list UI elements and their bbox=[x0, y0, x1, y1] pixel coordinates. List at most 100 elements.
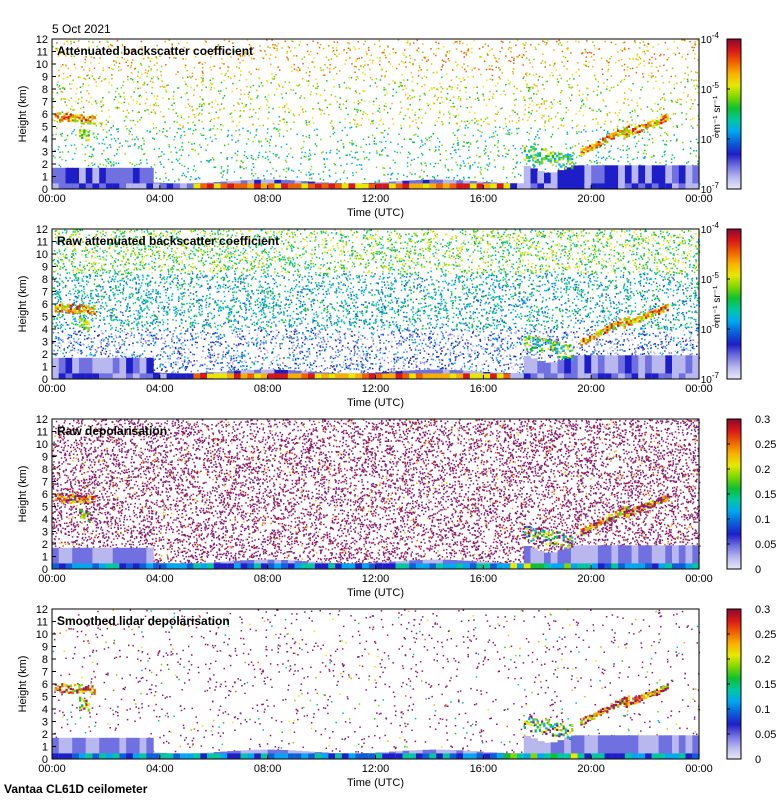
speckle-pixel bbox=[194, 170, 197, 172]
speckle-pixel bbox=[650, 65, 653, 68]
speckle-pixel bbox=[338, 106, 340, 108]
speckle-pixel bbox=[172, 95, 175, 97]
speckle-pixel bbox=[445, 61, 447, 63]
speckle-pixel bbox=[292, 170, 295, 172]
speckle-pixel bbox=[96, 137, 98, 140]
speckle-pixel bbox=[61, 87, 64, 89]
speckle-pixel bbox=[273, 177, 275, 179]
speckle-pixel bbox=[95, 81, 97, 83]
speckle-pixel bbox=[539, 128, 541, 130]
speckle-pixel bbox=[140, 145, 143, 147]
speckle-pixel bbox=[586, 52, 589, 54]
speckle-pixel bbox=[278, 132, 281, 135]
speckle-pixel bbox=[617, 114, 619, 117]
speckle-pixel bbox=[93, 283, 96, 285]
speckle-pixel bbox=[335, 181, 337, 184]
speckle-pixel bbox=[116, 128, 118, 131]
speckle-pixel bbox=[420, 169, 423, 171]
speckle-pixel bbox=[238, 129, 240, 131]
layer-pixel bbox=[566, 160, 570, 163]
y-tick-label: 0 bbox=[42, 184, 48, 196]
speckle-pixel bbox=[315, 78, 317, 80]
speckle-pixel bbox=[220, 129, 223, 131]
speckle-pixel bbox=[380, 118, 382, 121]
speckle-pixel bbox=[507, 48, 510, 51]
layer-pixel bbox=[76, 115, 79, 118]
layer-pixel bbox=[638, 130, 641, 133]
speckle-pixel bbox=[525, 41, 527, 44]
speckle-pixel bbox=[627, 281, 629, 283]
speckle-pixel bbox=[202, 74, 204, 77]
speckle-pixel bbox=[467, 141, 470, 144]
speckle-pixel bbox=[234, 301, 236, 303]
bl-surface bbox=[58, 183, 66, 189]
speckle-pixel bbox=[690, 282, 692, 284]
speckle-pixel bbox=[696, 84, 698, 87]
speckle-pixel bbox=[65, 138, 68, 141]
speckle-pixel bbox=[252, 123, 254, 126]
speckle-pixel bbox=[306, 80, 308, 82]
speckle-pixel bbox=[676, 82, 678, 85]
speckle-pixel bbox=[468, 122, 471, 124]
speckle-pixel bbox=[603, 100, 605, 102]
speckle-pixel bbox=[215, 53, 217, 56]
speckle-pixel bbox=[291, 169, 293, 172]
speckle-pixel bbox=[334, 53, 336, 56]
speckle-pixel bbox=[118, 69, 120, 72]
speckle-pixel bbox=[253, 52, 255, 54]
speckle-pixel bbox=[220, 103, 223, 105]
speckle-pixel bbox=[171, 43, 173, 45]
speckle-pixel bbox=[484, 262, 487, 264]
speckle-pixel bbox=[628, 58, 631, 60]
speckle-pixel bbox=[201, 103, 203, 106]
speckle-pixel bbox=[126, 331, 129, 334]
speckle-pixel bbox=[313, 66, 316, 68]
speckle-pixel bbox=[150, 237, 153, 240]
speckle-pixel bbox=[100, 106, 103, 108]
speckle-pixel bbox=[544, 61, 547, 64]
speckle-pixel bbox=[497, 154, 499, 157]
speckle-pixel bbox=[421, 278, 424, 280]
bl-surface bbox=[247, 183, 255, 189]
speckle-pixel bbox=[409, 42, 411, 45]
speckle-pixel bbox=[278, 258, 281, 260]
speckle-pixel bbox=[417, 47, 420, 49]
speckle-pixel bbox=[552, 74, 554, 77]
speckle-pixel bbox=[77, 40, 80, 42]
speckle-pixel bbox=[387, 45, 389, 47]
speckle-pixel bbox=[661, 236, 663, 238]
speckle-pixel bbox=[363, 43, 365, 46]
speckle-pixel bbox=[320, 113, 322, 115]
speckle-pixel bbox=[542, 230, 545, 233]
speckle-pixel bbox=[184, 80, 186, 83]
speckle-pixel bbox=[126, 128, 128, 130]
speckle-pixel bbox=[97, 165, 99, 168]
layer-pixel bbox=[614, 133, 618, 136]
speckle-pixel bbox=[219, 285, 222, 287]
speckle-pixel bbox=[147, 56, 149, 59]
speckle-pixel bbox=[60, 90, 62, 93]
speckle-pixel bbox=[91, 153, 93, 156]
speckle-pixel bbox=[391, 118, 394, 120]
speckle-pixel bbox=[300, 163, 302, 165]
speckle-pixel bbox=[628, 75, 630, 77]
speckle-pixel bbox=[239, 165, 241, 167]
layer-pixel bbox=[530, 154, 533, 157]
speckle-pixel bbox=[381, 51, 384, 54]
layer-pixel bbox=[642, 125, 646, 128]
speckle-pixel bbox=[376, 127, 378, 130]
speckle-pixel bbox=[428, 261, 430, 264]
bl-surface bbox=[355, 183, 363, 189]
layer-pixel bbox=[558, 156, 561, 159]
speckle-pixel bbox=[126, 305, 128, 307]
speckle-pixel bbox=[339, 70, 341, 72]
speckle-pixel bbox=[325, 230, 328, 233]
speckle-pixel bbox=[126, 116, 128, 119]
speckle-pixel bbox=[191, 110, 194, 112]
speckle-pixel bbox=[233, 104, 235, 107]
speckle-pixel bbox=[151, 335, 153, 338]
speckle-pixel bbox=[661, 347, 664, 349]
speckle-pixel bbox=[379, 60, 381, 62]
speckle-pixel bbox=[127, 316, 129, 318]
speckle-pixel bbox=[136, 111, 139, 114]
